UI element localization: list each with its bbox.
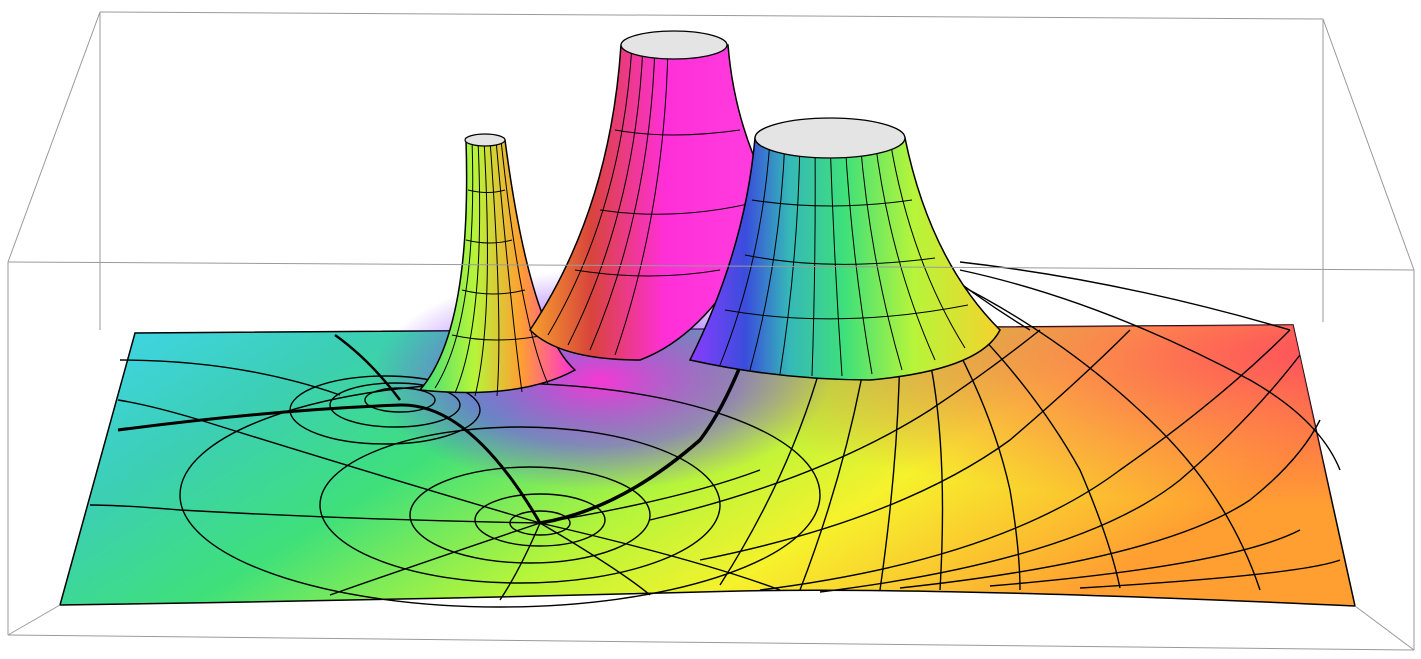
large-peak-cap: [754, 117, 906, 159]
middle-peak: [529, 30, 776, 361]
large-peak: [688, 117, 1001, 381]
bounding-box-back: [7, 11, 1415, 330]
thin-peak-cap: [464, 133, 506, 147]
middle-peak-cap: [620, 30, 728, 60]
bounding-box-front: [7, 261, 1415, 651]
